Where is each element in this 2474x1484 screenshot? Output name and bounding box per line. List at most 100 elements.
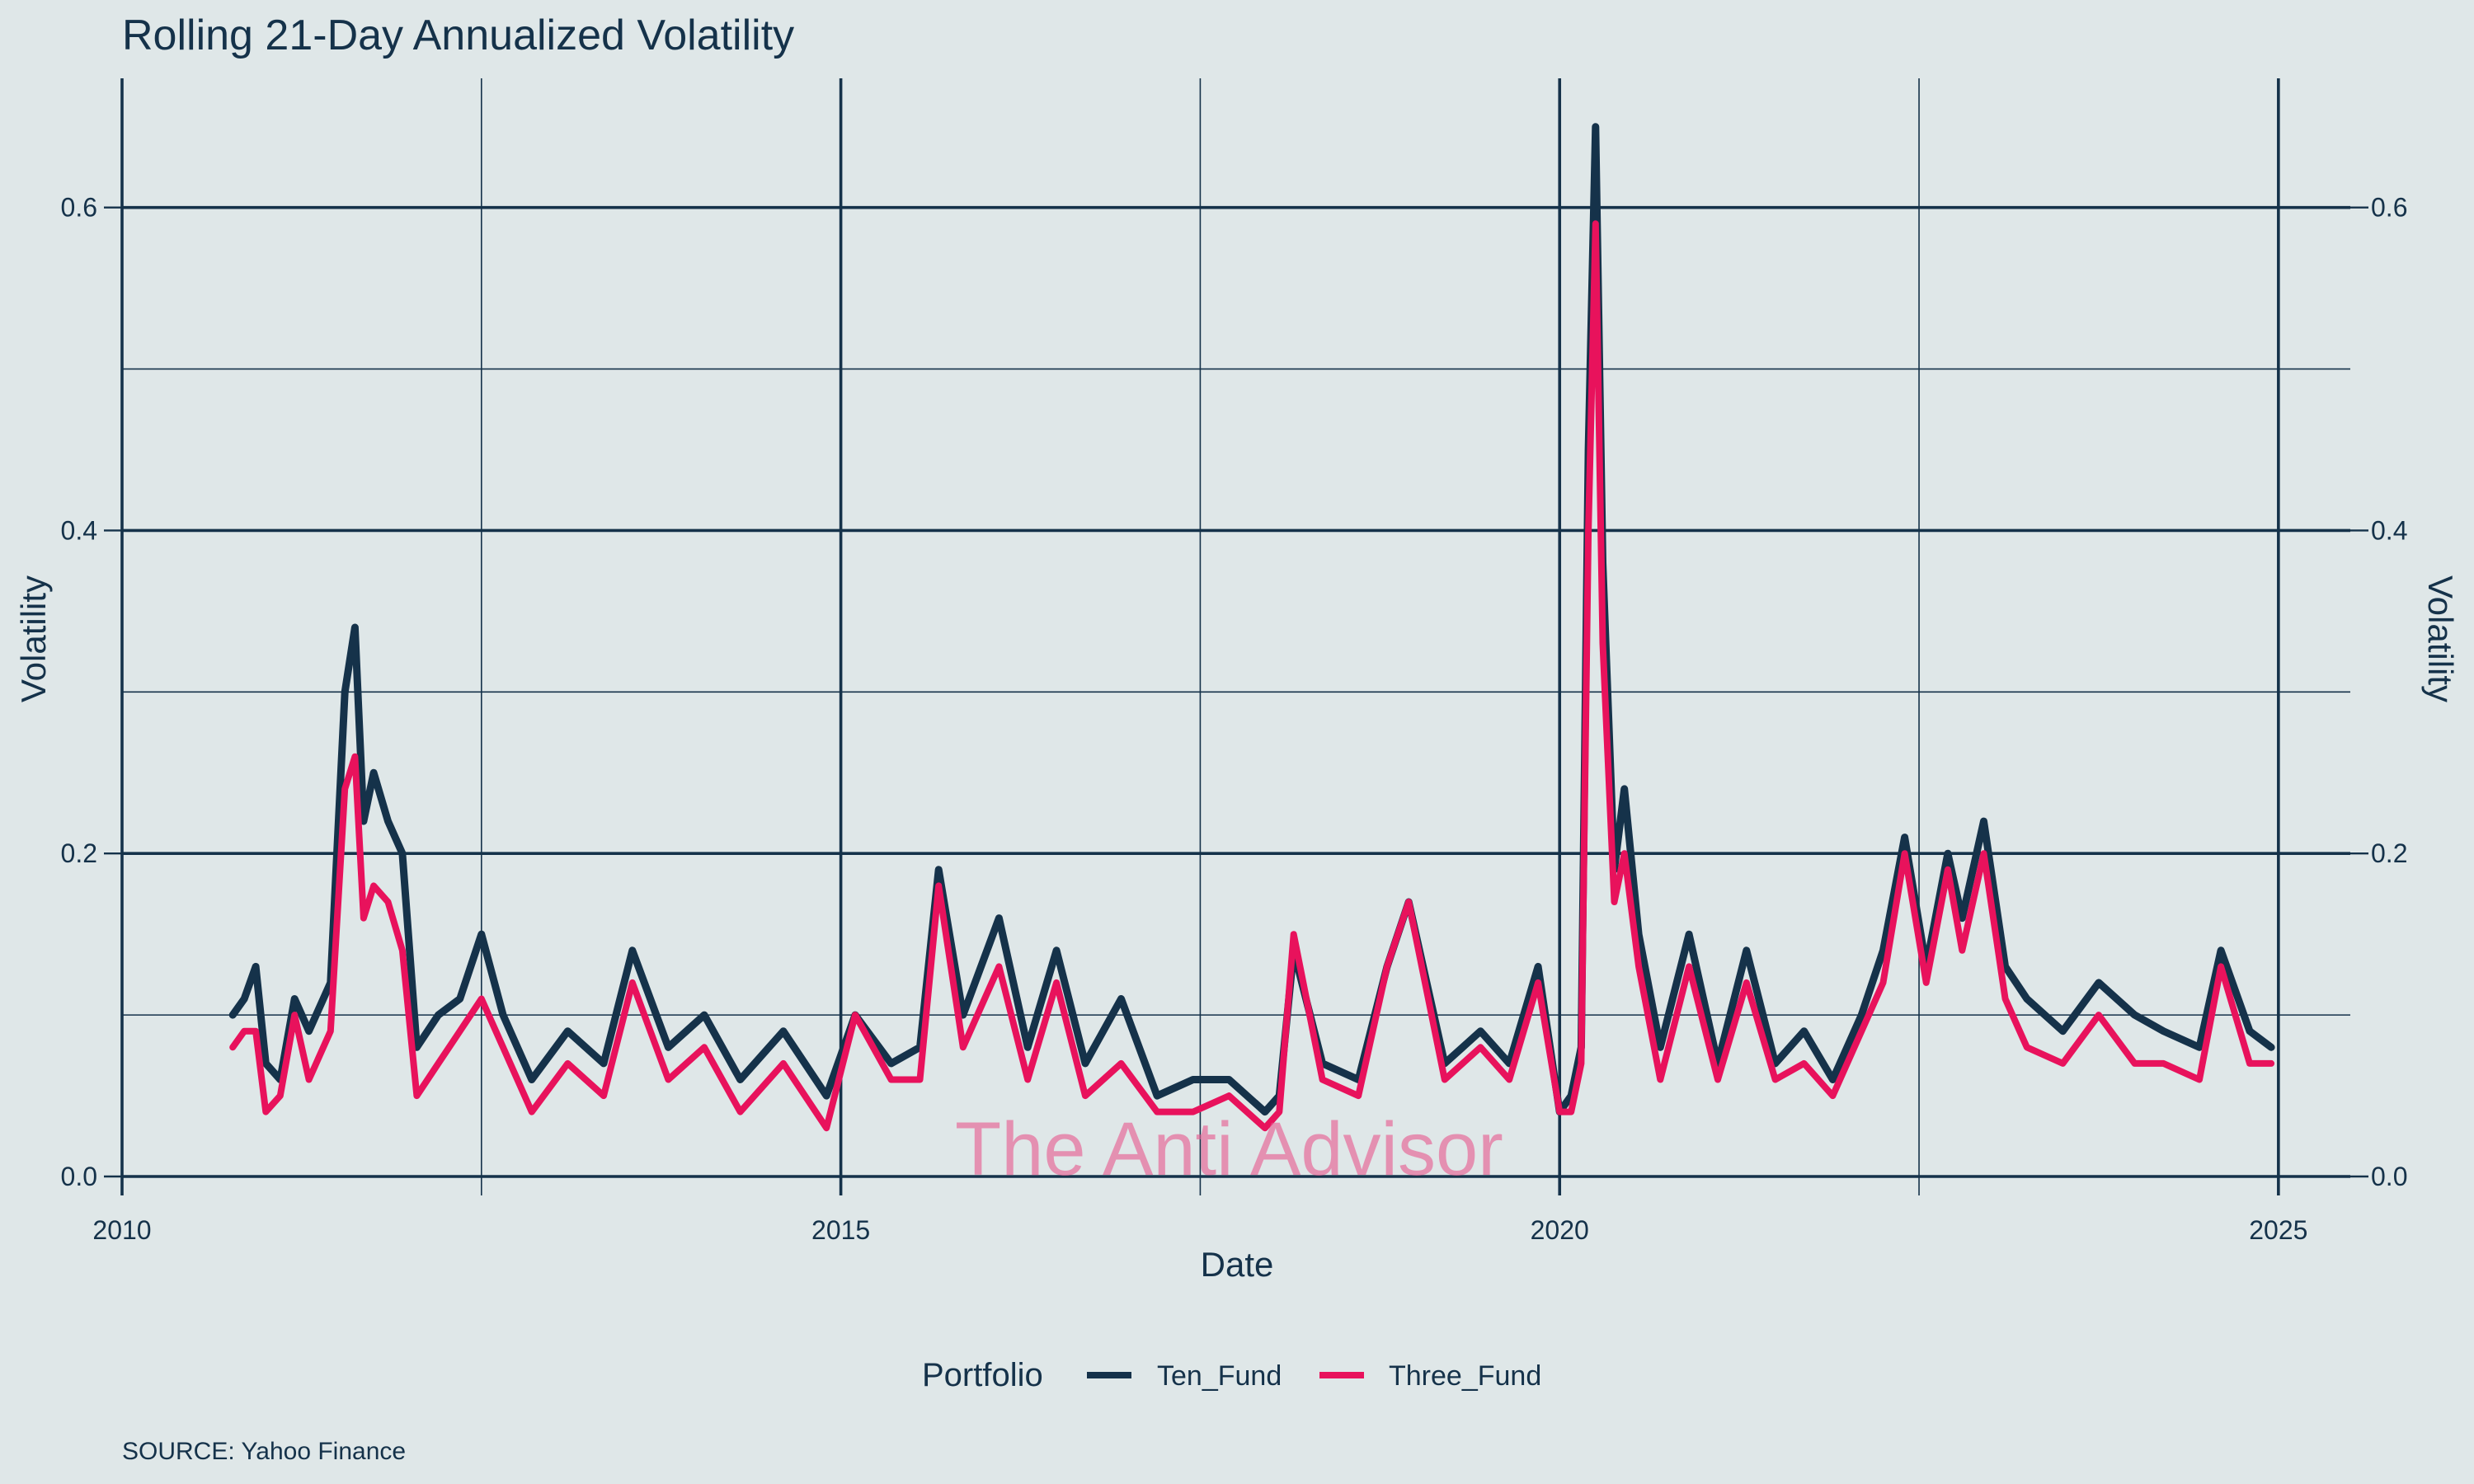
data-point-ten-fund-1 [242,997,247,1001]
data-point-three-fund-32 [961,1045,965,1050]
data-point-ten-fund-31 [936,867,941,872]
data-point-ten-fund-3 [264,1061,268,1066]
right-y-tick-label-2: 0.4 [2371,515,2407,545]
data-point-three-fund-59 [1622,852,1626,856]
data-point-three-fund-39 [1191,1110,1195,1114]
data-point-ten-fund-40 [1227,1078,1231,1082]
data-point-ten-fund-50 [1507,1061,1512,1066]
data-point-three-fund-33 [997,965,1001,969]
data-point-ten-fund-74 [1982,819,1986,824]
right-y-tick-label-1: 0.2 [2371,838,2407,868]
data-point-three-fund-18 [501,1045,506,1050]
left-y-tick-label-3: 0.6 [61,193,97,223]
data-point-ten-fund-84 [2269,1045,2274,1050]
data-point-three-fund-51 [1536,980,1540,985]
data-point-ten-fund-9 [353,625,357,630]
data-point-ten-fund-21 [601,1061,606,1066]
x-tick-label-1: 2015 [811,1215,870,1245]
data-point-three-fund-13 [400,948,405,952]
data-point-three-fund-28 [853,1012,858,1017]
data-point-ten-fund-81 [2197,1045,2202,1050]
right-y-tick-label-3: 0.6 [2371,193,2407,223]
data-point-ten-fund-79 [2133,1012,2137,1017]
data-point-ten-fund-66 [1802,1029,1806,1033]
grid-layer [120,78,2350,1195]
data-point-ten-fund-72 [1945,852,1950,856]
data-point-three-fund-46 [1385,965,1390,969]
data-point-ten-fund-76 [2025,997,2029,1001]
data-point-ten-fund-36 [1083,1061,1088,1066]
data-point-three-fund-22 [630,980,635,985]
data-point-three-fund-23 [666,1078,670,1082]
data-point-ten-fund-8 [343,690,347,694]
x-tick-label-2: 2020 [1531,1215,1589,1245]
data-point-ten-fund-6 [307,1029,311,1033]
data-point-three-fund-52 [1558,1110,1562,1114]
data-point-ten-fund-62 [1686,932,1691,937]
data-point-three-fund-30 [918,1078,922,1082]
data-point-ten-fund-22 [630,948,635,952]
data-point-three-fund-62 [1686,965,1691,969]
data-point-ten-fund-68 [1860,1012,1864,1017]
data-point-three-fund-65 [1773,1078,1777,1082]
data-point-three-fund-68 [1860,1029,1864,1033]
data-point-ten-fund-23 [666,1045,670,1050]
data-point-ten-fund-12 [386,819,390,824]
data-point-three-fund-9 [353,754,357,758]
data-point-ten-fund-14 [415,1045,419,1050]
data-point-three-fund-26 [781,1061,786,1066]
data-point-three-fund-1 [242,1029,247,1033]
y-axis-title-left: Volatility [14,575,53,702]
data-point-three-fund-69 [1881,980,1885,985]
data-point-ten-fund-26 [781,1029,786,1033]
data-point-three-fund-84 [2269,1061,2274,1066]
data-point-three-fund-25 [738,1110,742,1114]
data-point-three-fund-60 [1636,965,1641,969]
data-point-three-fund-78 [2096,1012,2101,1017]
x-tick-label-3: 2025 [2249,1215,2307,1245]
data-point-ten-fund-13 [400,852,405,856]
data-point-three-fund-43 [1291,932,1296,937]
data-point-ten-fund-39 [1191,1078,1195,1082]
data-point-three-fund-66 [1802,1061,1806,1066]
data-point-ten-fund-82 [2218,948,2223,952]
data-point-three-fund-16 [458,1029,462,1033]
data-point-three-fund-7 [328,1029,332,1033]
data-point-three-fund-8 [343,787,347,791]
data-point-three-fund-5 [292,1012,297,1017]
data-point-three-fund-75 [2003,997,2007,1001]
data-point-ten-fund-37 [1119,997,1123,1001]
legend-title: Portfolio [922,1357,1043,1393]
data-point-ten-fund-38 [1155,1093,1159,1098]
data-point-three-fund-36 [1083,1093,1088,1098]
data-point-three-fund-83 [2247,1061,2252,1066]
data-point-three-fund-81 [2197,1078,2202,1082]
data-point-three-fund-73 [1960,948,1964,952]
data-point-three-fund-6 [307,1078,311,1082]
data-point-three-fund-63 [1715,1078,1720,1082]
data-point-three-fund-29 [889,1078,893,1082]
data-point-three-fund-12 [386,899,390,904]
data-point-three-fund-50 [1507,1078,1512,1082]
data-point-three-fund-3 [264,1110,268,1114]
data-point-ten-fund-70 [1903,835,1907,839]
data-point-three-fund-45 [1356,1093,1361,1098]
data-point-three-fund-71 [1924,980,1928,985]
data-point-three-fund-53 [1569,1110,1573,1114]
data-point-three-fund-17 [479,997,484,1001]
data-point-three-fund-70 [1903,852,1907,856]
legend: Portfolio Ten_Fund Three_Fund [922,1357,1541,1393]
data-point-three-fund-44 [1320,1078,1324,1082]
data-point-ten-fund-24 [702,1012,707,1017]
data-point-three-fund-34 [1026,1078,1030,1082]
x-tick-label-0: 2010 [92,1215,151,1245]
data-point-ten-fund-80 [2161,1029,2166,1033]
data-point-ten-fund-15 [436,1012,440,1017]
data-point-three-fund-0 [231,1045,235,1050]
data-point-three-fund-42 [1277,1110,1282,1114]
data-point-ten-fund-32 [961,1012,965,1017]
data-point-ten-fund-27 [824,1093,829,1098]
data-point-ten-fund-69 [1881,948,1885,952]
